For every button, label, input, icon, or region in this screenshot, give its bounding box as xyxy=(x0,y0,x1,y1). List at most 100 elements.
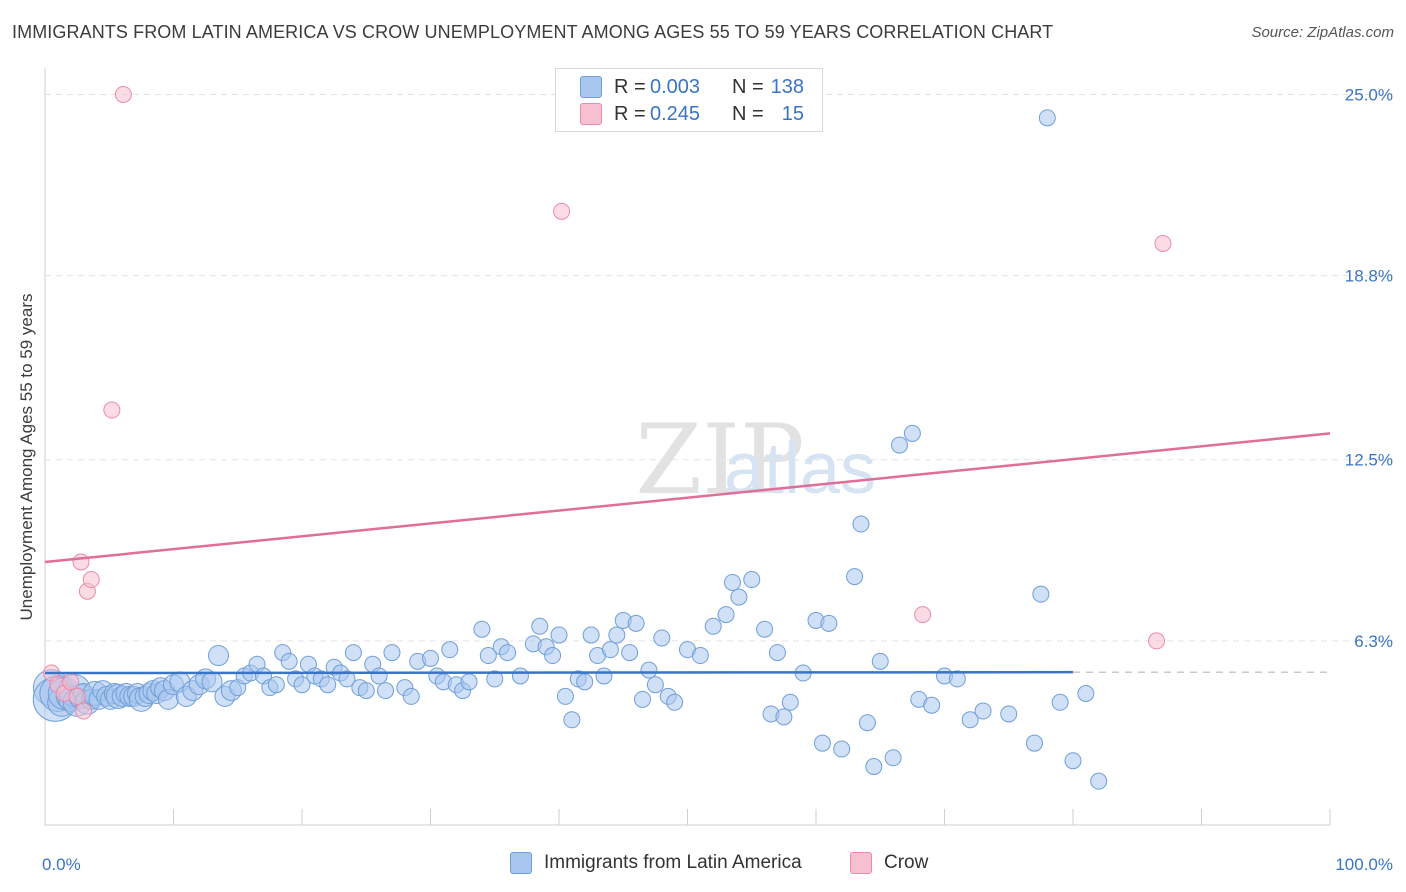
data-point-immigrants xyxy=(473,620,491,638)
data-point-immigrants xyxy=(479,647,497,665)
data-point-immigrants xyxy=(576,673,594,691)
data-point-crow xyxy=(72,553,90,571)
data-point-immigrants xyxy=(563,711,581,729)
data-point-immigrants xyxy=(499,644,517,662)
data-point-crow xyxy=(114,85,132,103)
data-point-immigrants xyxy=(704,617,722,635)
data-point-immigrants xyxy=(1064,752,1082,770)
data-point-immigrants xyxy=(370,667,388,685)
data-point-immigrants xyxy=(608,626,626,644)
data-point-immigrants xyxy=(621,644,639,662)
data-point-immigrants xyxy=(1038,109,1056,127)
data-point-immigrants xyxy=(974,702,992,720)
data-point-immigrants xyxy=(377,682,395,700)
data-point-immigrants xyxy=(1025,734,1043,752)
legend-label-immigrants: Immigrants from Latin America xyxy=(544,852,802,873)
data-point-immigrants xyxy=(207,645,229,667)
data-point-immigrants xyxy=(1051,693,1069,711)
data-point-crow xyxy=(1154,234,1172,252)
data-point-immigrants xyxy=(511,667,529,685)
data-point-crow xyxy=(1148,632,1166,650)
data-point-immigrants xyxy=(903,424,921,442)
data-point-immigrants xyxy=(666,693,684,711)
data-point-crow xyxy=(68,687,86,705)
data-point-immigrants xyxy=(441,641,459,659)
data-point-immigrants xyxy=(627,614,645,632)
data-point-immigrants xyxy=(556,687,574,705)
data-point-immigrants xyxy=(1032,585,1050,603)
data-point-immigrants xyxy=(948,670,966,688)
data-point-immigrants xyxy=(319,676,337,694)
data-point-immigrants xyxy=(544,647,562,665)
watermark-zip: ZIP xyxy=(635,404,804,516)
data-point-immigrants xyxy=(775,708,793,726)
legend-r-value: 0.245 xyxy=(650,102,701,125)
data-point-immigrants xyxy=(582,626,600,644)
data-point-immigrants xyxy=(730,588,748,606)
legend-swatch-pink xyxy=(850,852,872,874)
y-tick-label: 18.8% xyxy=(1345,267,1393,286)
legend-swatch-blue xyxy=(580,76,602,98)
data-point-immigrants xyxy=(531,617,549,635)
data-point-immigrants xyxy=(743,571,761,589)
legend-r-value: 0.003 xyxy=(650,75,701,98)
legend-row-crow: R = 0.245 N = 15 xyxy=(556,101,804,127)
legend-item-immigrants[interactable]: Immigrants from Latin America xyxy=(510,852,802,874)
data-point-immigrants xyxy=(357,682,375,700)
legend-n-label: N = xyxy=(732,75,764,98)
data-point-immigrants xyxy=(865,758,883,776)
stats-legend: R = 0.003 N = 138 R = 0.245 N = 15 xyxy=(555,68,823,132)
data-point-immigrants xyxy=(1077,685,1095,703)
legend-n-label: N = xyxy=(732,102,764,125)
legend-item-crow[interactable]: Crow xyxy=(850,852,928,874)
legend-swatch-blue xyxy=(510,852,532,874)
legend-n-value: 15 xyxy=(781,102,804,125)
data-point-immigrants xyxy=(891,436,909,454)
data-point-crow xyxy=(82,571,100,589)
data-point-immigrants xyxy=(833,740,851,758)
data-point-immigrants xyxy=(723,573,741,591)
data-point-immigrants xyxy=(402,687,420,705)
data-point-immigrants xyxy=(820,614,838,632)
y-tick-label: 25.0% xyxy=(1345,85,1393,104)
trend-layer xyxy=(44,432,1331,675)
data-point-immigrants xyxy=(653,629,671,647)
data-point-immigrants xyxy=(717,606,735,624)
data-point-immigrants xyxy=(871,652,889,670)
chart-title: IMMIGRANTS FROM LATIN AMERICA VS CROW UN… xyxy=(12,22,1054,42)
data-point-immigrants xyxy=(422,649,439,667)
data-point-immigrants xyxy=(634,690,652,708)
data-point-immigrants xyxy=(884,749,902,767)
watermark-atlas: atlas xyxy=(724,429,876,509)
grid-layer xyxy=(45,93,1393,642)
legend-n-value: 138 xyxy=(770,75,804,98)
data-point-crow xyxy=(75,702,93,720)
data-point-immigrants xyxy=(846,568,864,586)
tick-layer: 6.3% 12.5% 18.8% 25.0% 0.0% 100.0% xyxy=(42,85,1393,874)
data-point-immigrants xyxy=(923,696,941,714)
data-point-immigrants xyxy=(646,676,664,694)
data-point-crow xyxy=(62,673,80,691)
series-crow-points xyxy=(42,85,1172,720)
data-point-immigrants xyxy=(1000,705,1018,723)
data-point-crow xyxy=(914,606,932,624)
trend-line-immigrants xyxy=(44,670,1074,675)
data-point-immigrants xyxy=(1090,772,1108,790)
data-point-immigrants xyxy=(293,676,311,694)
data-point-immigrants xyxy=(756,620,774,638)
series-legend: Immigrants from Latin America Crow xyxy=(0,852,1406,878)
data-point-immigrants xyxy=(338,670,356,688)
x-tick-label: 100.0% xyxy=(1335,855,1393,874)
legend-r-label: R = xyxy=(614,102,646,125)
data-point-immigrants xyxy=(486,670,504,688)
data-point-immigrants xyxy=(344,644,362,662)
data-point-immigrants xyxy=(691,647,709,665)
data-point-immigrants xyxy=(813,734,831,752)
trend-line-crow xyxy=(44,432,1331,564)
legend-row-immigrants: R = 0.003 N = 138 xyxy=(556,74,804,100)
data-point-immigrants xyxy=(460,673,478,691)
data-point-crow xyxy=(553,202,571,220)
y-tick-label: 12.5% xyxy=(1345,451,1393,470)
data-point-immigrants xyxy=(383,644,401,662)
legend-label-crow: Crow xyxy=(884,852,929,873)
